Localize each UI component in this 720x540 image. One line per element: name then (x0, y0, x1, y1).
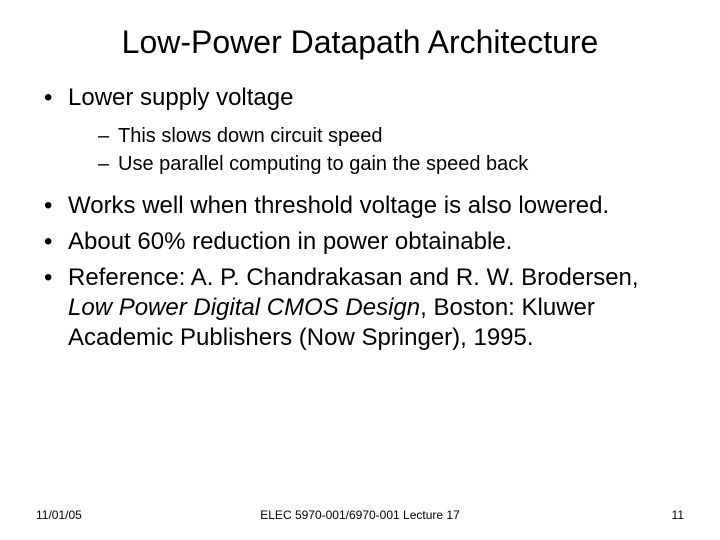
bullet-4: Reference: A. P. Chandrakasan and R. W. … (44, 263, 684, 353)
sub-bullet-list: This slows down circuit speed Use parall… (68, 123, 684, 177)
slide: Low-Power Datapath Architecture Lower su… (0, 0, 720, 540)
bullet-2: Works well when threshold voltage is als… (44, 191, 684, 221)
bullet-1: Lower supply voltage This slows down cir… (44, 83, 684, 177)
sub-bullet-2: Use parallel computing to gain the speed… (98, 151, 684, 177)
footer-date: 11/01/05 (36, 508, 82, 522)
bullet-4-pre: Reference: A. P. Chandrakasan and R. W. … (68, 264, 639, 291)
slide-title: Low-Power Datapath Architecture (36, 24, 684, 61)
sub-bullet-1: This slows down circuit speed (98, 123, 684, 149)
footer-center: ELEC 5970-001/6970-001 Lecture 17 (260, 508, 459, 522)
bullet-4-italic: Low Power Digital CMOS Design (68, 294, 420, 321)
footer-page: 11 (672, 508, 684, 522)
bullet-3: About 60% reduction in power obtainable. (44, 227, 684, 257)
bullet-1-text: Lower supply voltage (68, 84, 293, 111)
footer: 11/01/05 ELEC 5970-001/6970-001 Lecture … (36, 508, 684, 522)
bullet-list: Lower supply voltage This slows down cir… (36, 83, 684, 353)
